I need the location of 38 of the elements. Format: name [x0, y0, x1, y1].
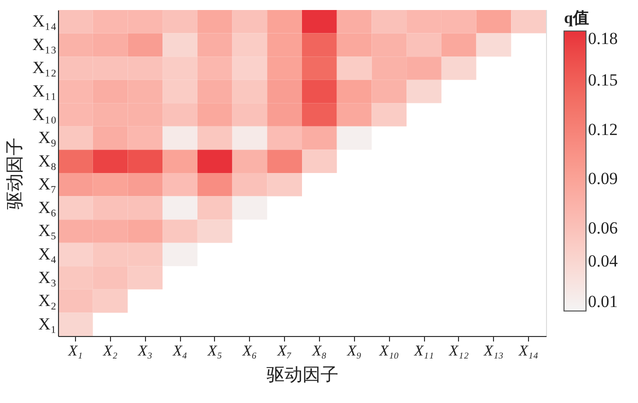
y-tick-label: X₇ — [38, 174, 57, 194]
color-bar-label: 0.12 — [588, 120, 618, 139]
color-bar-label: 0.15 — [588, 70, 618, 90]
color-bar-label: 0.01 — [588, 292, 618, 311]
y-tick-label: X₁ — [38, 314, 56, 334]
legend-title: q值 — [564, 9, 589, 27]
y-tick-label: X₉ — [38, 128, 57, 148]
y-axis-title: 驱动因子 — [4, 138, 24, 210]
x-tick-label: X₁₁ — [413, 344, 434, 360]
color-bar-label: 0.06 — [588, 218, 618, 238]
x-tick-label: X₁₄ — [518, 344, 538, 360]
x-tick-label: X₇ — [276, 344, 292, 360]
x-tick-label: X₄ — [172, 344, 188, 360]
y-tick-label: X₁₁ — [32, 82, 56, 100]
y-tick-label: X₁₃ — [32, 34, 57, 54]
x-tick-label: X₁₀ — [378, 344, 399, 360]
y-tick-label: X₃ — [38, 268, 57, 287]
color-bar-label: 0.09 — [588, 169, 618, 188]
y-tick-label: X₂ — [38, 291, 56, 310]
y-tick-label: X₁₂ — [32, 58, 56, 78]
x-tick-label: X₉ — [346, 344, 362, 360]
x-tick-label: X₆ — [242, 344, 257, 360]
y-tick-label: X₄ — [38, 244, 57, 264]
x-tick-label: X₈ — [311, 344, 327, 360]
x-tick-label: X₃ — [136, 344, 152, 360]
x-tick-label: X₁ — [67, 344, 83, 360]
y-tick-label: X₅ — [38, 221, 57, 240]
x-tick-label: X₅ — [206, 344, 222, 360]
x-tick-label: X₂ — [102, 344, 118, 360]
y-tick-label: X₁₀ — [32, 104, 57, 124]
x-tick-label: X₁₃ — [482, 344, 504, 360]
y-tick-label: X₁₄ — [32, 12, 57, 31]
x-axis-title: 驱动因子 — [266, 364, 338, 384]
y-tick-label: X₆ — [38, 198, 57, 217]
x-tick-label: X₁₂ — [448, 344, 469, 360]
y-tick-label: X₈ — [38, 151, 57, 170]
color-bar-label: 0.18 — [588, 29, 618, 48]
color-bar-label: 0.04 — [588, 252, 618, 271]
